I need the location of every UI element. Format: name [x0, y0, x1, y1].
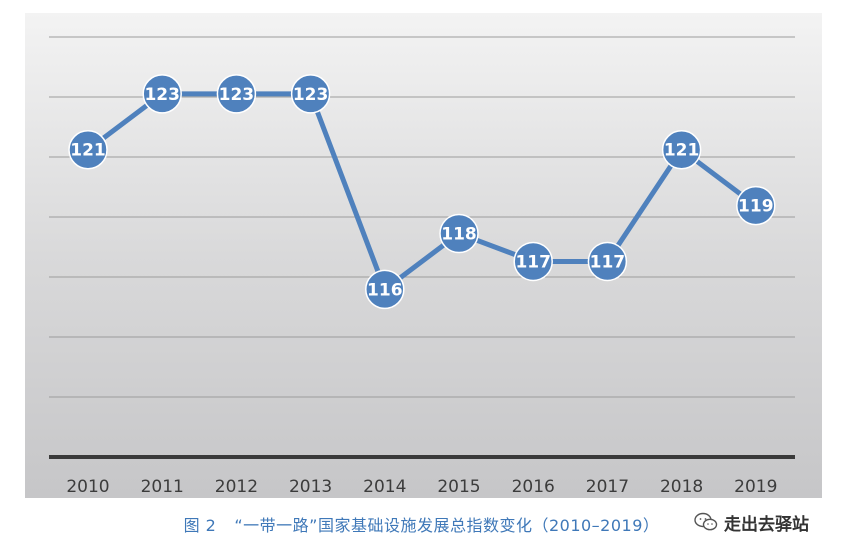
watermark-text: 走出去驿站 [724, 514, 809, 535]
x-tick-label: 2013 [289, 477, 332, 497]
data-label: 123 [293, 85, 329, 105]
data-point [736, 185, 776, 226]
x-tick-label: 2016 [512, 477, 555, 497]
data-point [439, 213, 479, 254]
x-tick-label: 2012 [215, 477, 258, 497]
x-tick-label: 2017 [586, 477, 629, 497]
data-label: 116 [367, 280, 403, 300]
series-line [86, 91, 758, 292]
data-point [216, 74, 257, 114]
data-point [365, 269, 405, 310]
data-label: 117 [590, 252, 626, 272]
data-point [68, 129, 108, 170]
x-tick-label: 2018 [660, 477, 703, 497]
x-tick-label: 2011 [141, 477, 184, 497]
figure-title: “一带一路”国家基础设施发展总指数变化（2010–2019） [234, 516, 660, 535]
data-label: 123 [144, 85, 180, 105]
data-point [142, 74, 182, 114]
x-tick-label: 2010 [66, 477, 109, 497]
data-label: 118 [441, 225, 477, 245]
line-chart: 121 123 123 123 116 118 117 117 121 119 2010 2011 20… [49, 36, 795, 497]
data-label: 121 [664, 141, 700, 161]
data-point [513, 241, 553, 282]
data-label: 117 [515, 252, 551, 272]
data-point [290, 74, 331, 114]
figure-number: 图 2 [183, 516, 217, 535]
wechat-icon [694, 512, 718, 531]
watermark: 走出去驿站 [688, 508, 815, 536]
data-point [661, 129, 702, 170]
data-point [587, 241, 628, 282]
data-label: 123 [219, 85, 255, 105]
chart-area: 121 123 123 123 116 118 117 117 121 119 2010 2011 20… [25, 13, 822, 498]
x-tick-label: 2019 [734, 477, 777, 497]
data-label: 121 [70, 141, 106, 161]
x-tick-label: 2014 [363, 477, 406, 497]
data-label: 119 [738, 197, 774, 217]
x-tick-label: 2015 [437, 477, 480, 497]
figure-caption: 图 2 “一带一路”国家基础设施发展总指数变化（2010–2019） [0, 512, 843, 536]
